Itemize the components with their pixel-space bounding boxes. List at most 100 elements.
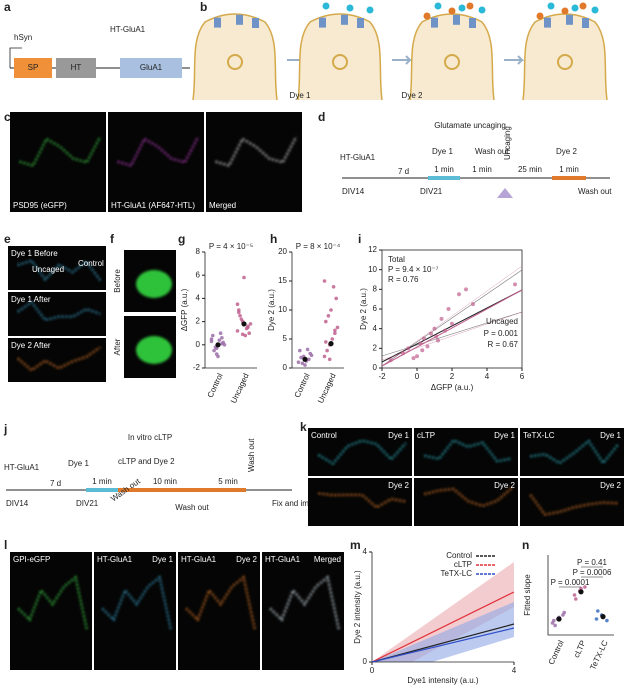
point bbox=[324, 340, 328, 344]
panel-letter: h bbox=[270, 232, 277, 246]
y-tick-label: 10 bbox=[368, 265, 377, 274]
label: Wash out bbox=[247, 438, 256, 472]
panel-letter: d bbox=[318, 110, 325, 124]
point bbox=[237, 310, 241, 315]
point bbox=[220, 336, 224, 340]
point bbox=[217, 338, 222, 342]
fit-line bbox=[371, 591, 515, 663]
dye2-bar bbox=[552, 176, 586, 180]
image-label: Before bbox=[113, 269, 122, 293]
stat: P = 4 × 10⁻⁵ bbox=[209, 242, 253, 251]
dye bbox=[579, 2, 587, 10]
label: DIV14 bbox=[6, 499, 29, 508]
dye bbox=[478, 6, 486, 14]
point bbox=[443, 328, 447, 333]
annotation: Control bbox=[78, 259, 104, 268]
point bbox=[242, 275, 246, 280]
y-tick-label: 15 bbox=[278, 276, 287, 285]
ht-box bbox=[56, 58, 96, 78]
x-tick-label: 4 bbox=[485, 372, 490, 381]
micrograph bbox=[8, 246, 106, 290]
receptor bbox=[319, 17, 326, 28]
ci-line bbox=[381, 311, 523, 357]
vesicle bbox=[444, 54, 460, 70]
label: HT-GluA1 bbox=[340, 153, 376, 162]
label: HT-GluA1 bbox=[4, 463, 40, 472]
spine-head bbox=[136, 270, 172, 298]
dye-label: Dye 2 bbox=[402, 91, 423, 100]
point bbox=[425, 344, 430, 349]
structure bbox=[530, 439, 619, 465]
panel-letter: e bbox=[4, 232, 11, 246]
y-tick-label: 12 bbox=[368, 245, 377, 254]
glua1-box bbox=[120, 58, 182, 78]
x-tick-label: Control bbox=[206, 372, 225, 399]
fit-line bbox=[371, 623, 515, 663]
spine bbox=[297, 13, 383, 101]
panel-h: h 0 5 10 15 20 Dye 2 (a.u.) Control Uncaged P = 8… bbox=[267, 232, 344, 405]
axes bbox=[547, 555, 614, 636]
point bbox=[333, 331, 337, 336]
point bbox=[305, 347, 310, 352]
x-tick-label: Control bbox=[547, 639, 566, 666]
point bbox=[211, 333, 215, 338]
micrograph bbox=[414, 428, 518, 476]
receptor bbox=[544, 17, 551, 28]
stat: R = 0.67 bbox=[488, 340, 519, 349]
point bbox=[322, 279, 327, 283]
receptor bbox=[582, 18, 589, 28]
point bbox=[415, 354, 419, 359]
point bbox=[299, 355, 303, 360]
point bbox=[411, 356, 416, 361]
image-label: HT-GluA1 bbox=[265, 555, 301, 564]
panel-letter: f bbox=[110, 232, 115, 246]
legend-entry: Control bbox=[446, 551, 472, 560]
point bbox=[240, 332, 245, 337]
panel-letter: c bbox=[4, 110, 11, 124]
label: 10 min bbox=[153, 477, 177, 486]
dye-label: Dye 1 bbox=[290, 91, 311, 100]
point bbox=[439, 316, 444, 321]
point bbox=[572, 593, 577, 597]
micrograph bbox=[108, 112, 204, 212]
y-tick-label: 6 bbox=[196, 270, 201, 279]
y-tick-label: 4 bbox=[196, 294, 201, 303]
ci-line bbox=[381, 265, 523, 367]
point bbox=[335, 325, 340, 330]
x-tick-label: 0 bbox=[370, 666, 375, 675]
dye bbox=[591, 6, 599, 14]
point bbox=[235, 302, 240, 307]
label: cLTP and Dye 2 bbox=[118, 457, 175, 466]
structure bbox=[17, 259, 102, 282]
point bbox=[246, 324, 250, 329]
point bbox=[298, 348, 302, 353]
receptor bbox=[431, 17, 438, 28]
label: Uncaging bbox=[503, 126, 512, 160]
ci-line bbox=[381, 269, 523, 367]
point bbox=[513, 282, 517, 287]
dye bbox=[366, 6, 374, 14]
point bbox=[450, 321, 454, 326]
label: Wash out bbox=[175, 503, 209, 512]
y-tick-label: 6 bbox=[373, 304, 378, 313]
y-tick-label: 8 bbox=[196, 247, 201, 256]
point bbox=[235, 329, 240, 333]
point bbox=[605, 618, 609, 623]
point bbox=[322, 354, 327, 359]
dye bbox=[346, 4, 354, 12]
dye bbox=[423, 12, 431, 20]
panel-l: l GPI-eGFP HT-GluA1 Dye 1 HT-GluA1 Dye 2 HT-G… bbox=[4, 538, 344, 670]
image-label: Dye 1 bbox=[600, 431, 621, 440]
point bbox=[209, 339, 214, 344]
receptor bbox=[236, 14, 243, 25]
point bbox=[330, 337, 335, 341]
panel-b: b Dye 1 Dye 2 bbox=[192, 0, 608, 101]
panel-letter: k bbox=[300, 420, 307, 434]
point bbox=[214, 352, 219, 356]
point bbox=[300, 361, 305, 366]
receptor bbox=[469, 18, 476, 28]
panel-letter: a bbox=[4, 0, 11, 14]
label: 1 min bbox=[472, 165, 492, 174]
label: Dye 2 bbox=[556, 147, 577, 156]
micrograph bbox=[94, 552, 176, 670]
